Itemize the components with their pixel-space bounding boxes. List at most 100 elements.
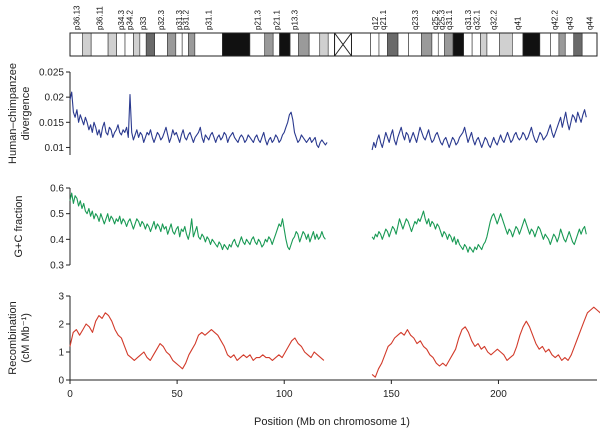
ideogram-band xyxy=(145,32,155,57)
ideogram-band xyxy=(480,32,488,57)
ideogram-band xyxy=(378,32,388,57)
band-label: q23.3 xyxy=(411,9,420,30)
band-label: q25.3 xyxy=(437,9,446,30)
ideogram-band xyxy=(564,32,575,57)
ideogram-band xyxy=(452,32,464,57)
y-tick-label: 0.4 xyxy=(50,235,64,246)
ideogram-band xyxy=(499,32,513,57)
series-line xyxy=(371,210,587,253)
band-label: p21.1 xyxy=(272,9,281,30)
ideogram-band xyxy=(298,32,310,57)
ideogram-band xyxy=(581,32,598,57)
series-line xyxy=(69,192,326,251)
x-tick-label: 100 xyxy=(276,389,293,400)
ideogram-band xyxy=(107,32,117,57)
chromosome-ideogram: p36.13 p36.11 p34.3 p34.2 p33 p32.3 p31.3p31.2… xyxy=(69,5,598,57)
y-axis-title: divergence xyxy=(20,87,32,141)
ideogram-band xyxy=(444,32,454,57)
ideogram-band xyxy=(139,32,147,57)
band-label: p34.2 xyxy=(125,9,134,30)
x-tick-label: 150 xyxy=(383,389,400,400)
y-axis-title: (cM Mb⁻¹) xyxy=(20,313,32,363)
band-label: q31.3 xyxy=(464,9,473,30)
y-axis-title: Human–chimpanzee xyxy=(7,63,19,164)
y-tick-label: 0 xyxy=(58,376,64,387)
x-tick-label: 0 xyxy=(67,389,73,400)
ideogram-band xyxy=(387,32,399,57)
band-label: p36.11 xyxy=(96,6,105,30)
band-label: q41 xyxy=(514,16,523,30)
ideogram-band xyxy=(421,32,433,57)
panel-3: 0 1 2 3 Recombination (cM Mb⁻¹) 0 50 100 150 200 xyxy=(7,292,600,400)
ideogram-band xyxy=(431,32,439,57)
ideogram-band xyxy=(289,32,299,57)
y-tick-label: 2 xyxy=(58,320,64,331)
ideogram-band xyxy=(167,32,177,57)
ideogram-band xyxy=(69,32,83,57)
band-label: p32.3 xyxy=(157,9,166,30)
ideogram-band xyxy=(82,32,92,57)
ideogram-band xyxy=(539,32,551,57)
ideogram-band xyxy=(181,32,189,57)
y-tick-label: 0.025 xyxy=(39,68,64,79)
band-label: q42.2 xyxy=(551,9,560,30)
band-label: q21.1 xyxy=(379,9,388,30)
band-label: q31.1 xyxy=(445,9,454,30)
ideogram-band xyxy=(512,32,524,57)
chart-panels: 0.01 0.015 0.02 0.025 Human–chimpanzee diverg… xyxy=(7,63,600,400)
y-tick-label: 0.01 xyxy=(45,143,65,154)
band-label: q32.1 xyxy=(472,9,481,30)
series-line xyxy=(371,109,587,151)
y-tick-label: 0.3 xyxy=(50,261,64,272)
ideogram-band xyxy=(319,32,329,57)
panel-2: 0.3 0.4 0.5 0.6 G+C fraction xyxy=(13,184,587,272)
ideogram-band xyxy=(522,32,541,57)
band-label: p13.3 xyxy=(290,9,299,30)
ideogram-band xyxy=(408,32,422,57)
y-tick-label: 0.02 xyxy=(45,93,65,104)
y-tick-label: 0.015 xyxy=(39,118,64,129)
ideogram-band xyxy=(124,32,134,57)
band-label: q25.2 xyxy=(431,9,440,30)
ideogram-band xyxy=(327,32,335,57)
band-label: q32.2 xyxy=(489,9,498,30)
y-axis-title: Recombination xyxy=(7,301,19,374)
ideogram-band xyxy=(397,32,409,57)
ideogram-band xyxy=(308,32,321,57)
ideogram-band xyxy=(90,32,109,57)
ideogram-band xyxy=(351,32,371,57)
ideogram-band xyxy=(249,32,266,57)
y-tick-label: 3 xyxy=(58,292,64,303)
ideogram-band xyxy=(471,32,481,57)
ideogram-band xyxy=(272,32,280,57)
centromere-cross xyxy=(334,32,352,57)
y-axis-title: G+C fraction xyxy=(13,195,25,257)
ideogram-band xyxy=(550,32,560,57)
ideogram-band xyxy=(133,32,141,57)
ideogram-band xyxy=(558,32,566,57)
ideogram-band xyxy=(222,32,251,57)
ideogram-band xyxy=(463,32,473,57)
ideogram-band xyxy=(188,32,196,57)
panel-1: 0.01 0.015 0.02 0.025 Human–chimpanzee diverg… xyxy=(7,63,587,164)
y-tick-label: 0.6 xyxy=(50,184,64,195)
x-tick-label: 50 xyxy=(172,389,184,400)
band-label: p31.3 xyxy=(175,9,184,30)
ideogram-band xyxy=(175,32,183,57)
y-tick-label: 0.5 xyxy=(50,209,64,220)
y-tick-label: 1 xyxy=(58,348,64,359)
band-label: p31.1 xyxy=(205,9,214,30)
series-line xyxy=(69,91,328,149)
band-label: q44 xyxy=(586,16,595,30)
ideogram-band xyxy=(194,32,223,57)
ideogram-band xyxy=(116,32,126,57)
ideogram-band xyxy=(264,32,274,57)
band-label: q43 xyxy=(565,16,574,30)
series-line xyxy=(371,306,600,378)
ideogram-band xyxy=(573,32,583,57)
band-label: p36.13 xyxy=(72,5,81,30)
band-label: p33 xyxy=(139,16,148,30)
ideogram-band xyxy=(437,32,445,57)
band-label: p21.3 xyxy=(253,9,262,30)
